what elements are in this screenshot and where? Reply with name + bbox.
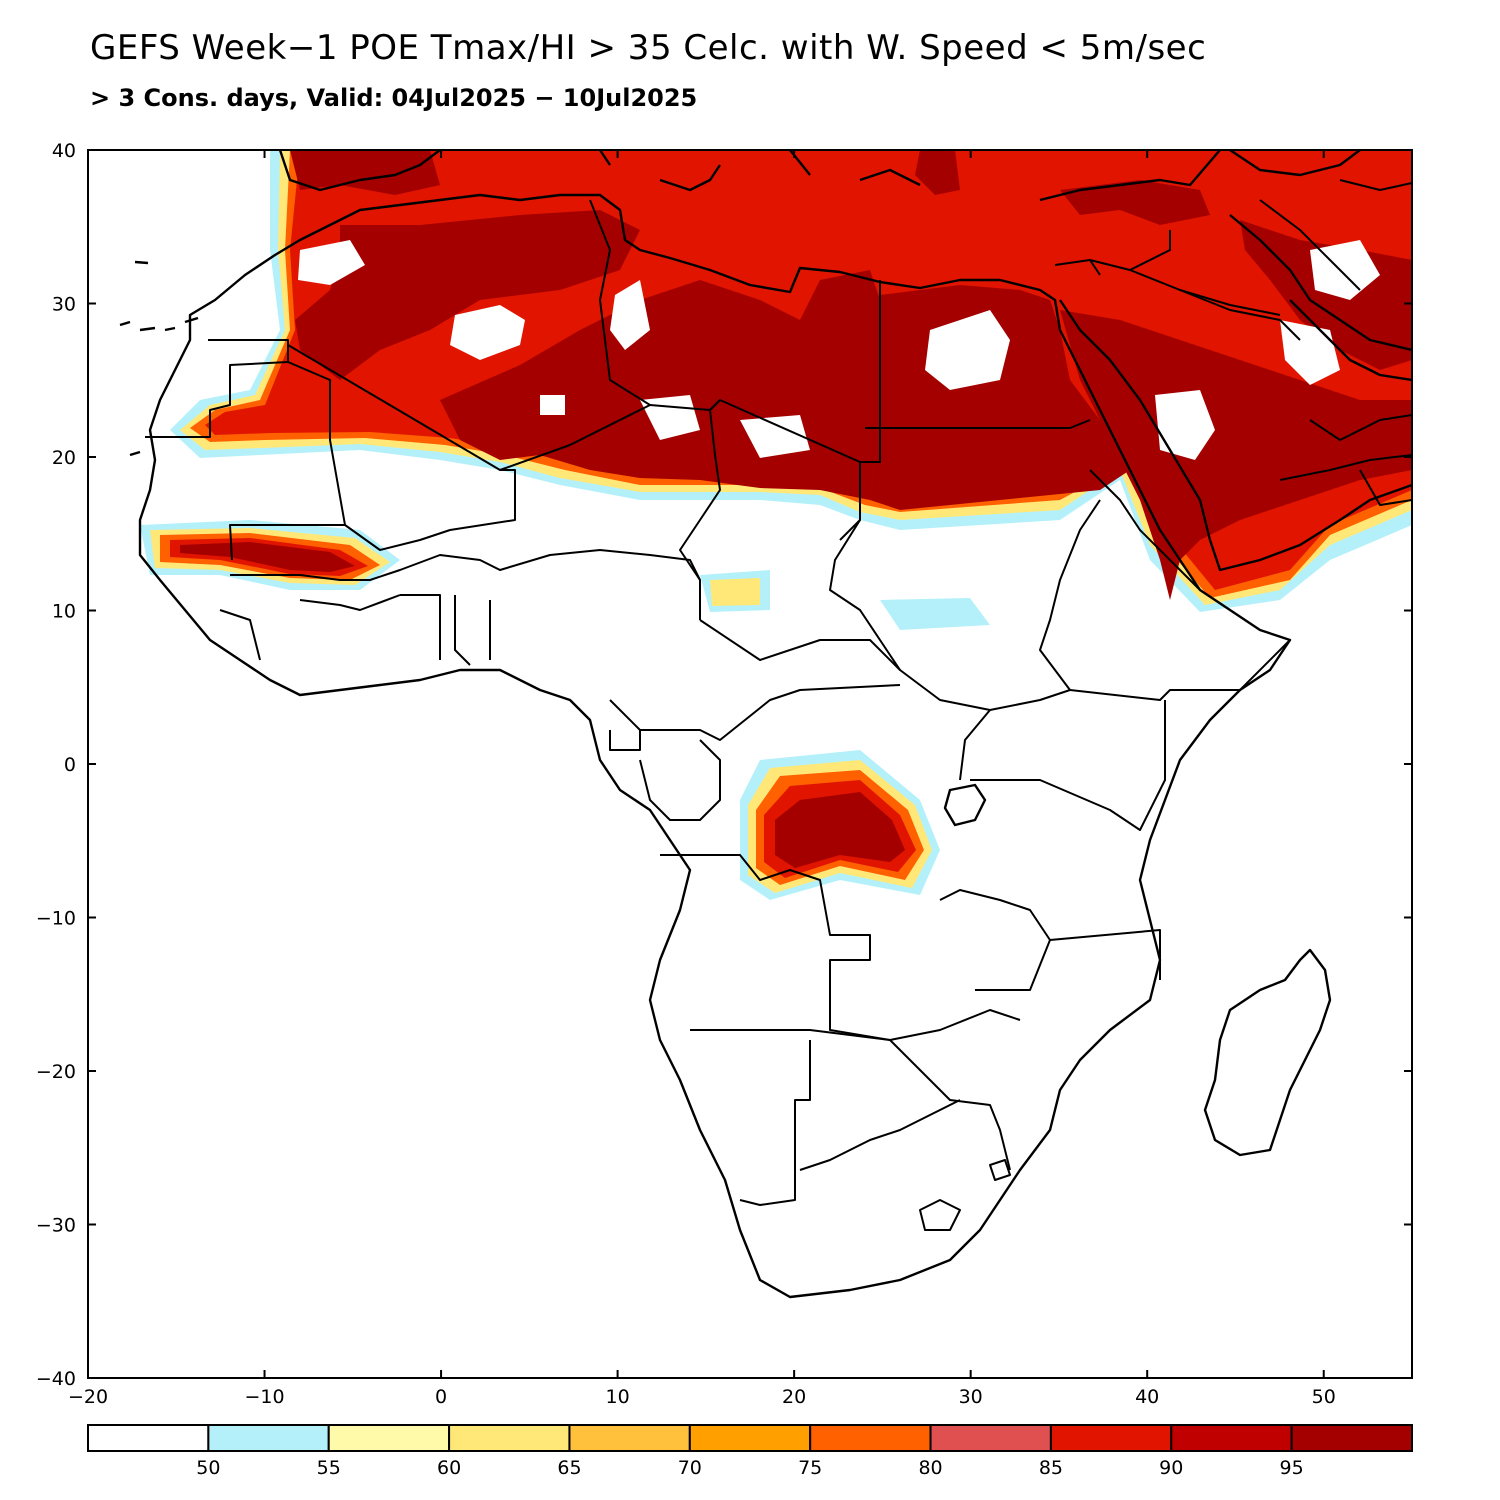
colorbar-label: 95 (1280, 1457, 1304, 1479)
colorbar-label: 70 (678, 1457, 702, 1479)
colorbar-label: 90 (1159, 1457, 1183, 1479)
colorbar-swatch (568, 1424, 691, 1452)
colorbar-label: 55 (317, 1457, 341, 1479)
shading-holes (298, 240, 1380, 460)
colorbar-swatch (1290, 1424, 1413, 1452)
colorbar-swatch (809, 1424, 932, 1452)
africa-coastline (138, 193, 1292, 1299)
x-tick-label: 0 (435, 1386, 447, 1408)
x-tick-label: 40 (1135, 1386, 1159, 1408)
colorbar-swatch (207, 1424, 330, 1452)
coastlines (119, 150, 1412, 1299)
colorbar-label: 80 (918, 1457, 942, 1479)
cape-verde (129, 450, 141, 457)
arabia-coastline (1059, 299, 1412, 572)
iran-coastline (1229, 214, 1412, 352)
eswatini-border (989, 1159, 1011, 1181)
lake-victoria (943, 783, 987, 827)
x-tick-label: 50 (1312, 1386, 1336, 1408)
colorbar-swatch (1170, 1424, 1293, 1452)
y-tick-label: 0 (64, 754, 76, 776)
canary-islands (119, 260, 199, 332)
europe-coastline (278, 150, 1361, 202)
y-tick-label: 40 (52, 140, 76, 162)
chart-title: GEFS Week−1 POE Tmax/HI > 35 Celc. with … (90, 28, 1207, 68)
chart-subtitle: > 3 Cons. days, Valid: 04Jul2025 − 10Jul… (90, 84, 698, 112)
colorbar-swatch (688, 1424, 812, 1452)
colorbar-label: 75 (798, 1457, 822, 1479)
x-tick-label: 10 (606, 1386, 630, 1408)
colorbar-swatch (1049, 1424, 1173, 1452)
y-tick-label: −40 (36, 1368, 76, 1390)
colorbar-label: 50 (196, 1457, 220, 1479)
x-tick-label: 20 (782, 1386, 806, 1408)
x-tick-label: −10 (244, 1386, 284, 1408)
colorbar-swatch (448, 1424, 571, 1452)
country-borders (145, 179, 1412, 1206)
colorbar-label: 85 (1039, 1457, 1063, 1479)
axes: −20 −10 0 10 20 30 40 50 40 30 20 10 0 −10 −20 −30 −40 (36, 140, 1412, 1408)
y-tick-label: 30 (52, 294, 76, 316)
colorbar: 50 55 60 65 70 75 80 85 90 95 (87, 1424, 1413, 1479)
lesotho-border (919, 1199, 961, 1231)
y-tick-label: −20 (36, 1061, 76, 1083)
colorbar-swatch (929, 1424, 1052, 1452)
colorbar-label: 60 (437, 1457, 461, 1479)
y-tick-label: 20 (52, 447, 76, 469)
y-tick-label: −30 (36, 1215, 76, 1237)
y-tick-label: −10 (36, 908, 76, 930)
y-tick-label: 10 (52, 601, 76, 623)
colorbar-swatch (327, 1424, 451, 1452)
x-tick-label: −20 (68, 1386, 108, 1408)
probability-shading (140, 150, 1412, 900)
madagascar-coastline (1203, 948, 1332, 1157)
x-tick-label: 30 (959, 1386, 983, 1408)
colorbar-label: 65 (557, 1457, 581, 1479)
gulf-coastline (1289, 299, 1412, 382)
colorbar-swatch (87, 1424, 210, 1452)
